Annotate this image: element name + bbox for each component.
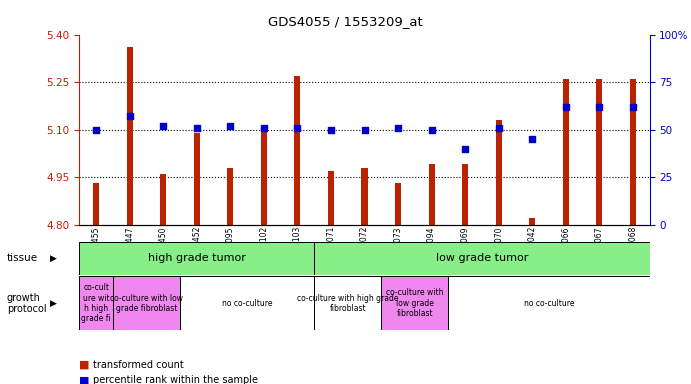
Bar xyxy=(193,133,200,225)
Bar xyxy=(126,47,133,225)
Point xyxy=(325,127,337,133)
Bar xyxy=(79,276,113,330)
Text: growth
protocol: growth protocol xyxy=(7,293,46,314)
Bar xyxy=(495,120,502,225)
Bar xyxy=(227,168,234,225)
Text: ▶: ▶ xyxy=(50,299,57,308)
Bar xyxy=(448,276,650,330)
Text: co-culture with low
grade fibroblast: co-culture with low grade fibroblast xyxy=(110,294,183,313)
Text: transformed count: transformed count xyxy=(93,360,184,370)
Point xyxy=(191,125,202,131)
Point xyxy=(158,123,169,129)
Point xyxy=(292,125,303,131)
Text: ■: ■ xyxy=(79,375,90,384)
Point xyxy=(527,136,538,142)
Text: low grade tumor: low grade tumor xyxy=(436,253,528,263)
Bar xyxy=(160,174,167,225)
Text: no co-culture: no co-culture xyxy=(222,299,272,308)
Point xyxy=(627,104,638,110)
Bar xyxy=(261,130,267,225)
Bar xyxy=(361,168,368,225)
Text: tissue: tissue xyxy=(7,253,38,263)
Text: co-culture with
low grade
fibroblast: co-culture with low grade fibroblast xyxy=(386,288,444,318)
Bar xyxy=(630,79,636,225)
Text: co-cult
ure wit
h high
grade fi: co-cult ure wit h high grade fi xyxy=(82,283,111,323)
Point xyxy=(225,123,236,129)
Text: high grade tumor: high grade tumor xyxy=(148,253,246,263)
Bar xyxy=(294,76,301,225)
Bar xyxy=(113,276,180,330)
Point xyxy=(392,125,404,131)
Point xyxy=(560,104,571,110)
Text: GDS4055 / 1553209_at: GDS4055 / 1553209_at xyxy=(268,15,423,28)
Bar xyxy=(180,276,314,330)
Bar xyxy=(562,79,569,225)
Text: ■: ■ xyxy=(79,360,90,370)
Bar xyxy=(596,79,603,225)
Point xyxy=(258,125,269,131)
Point xyxy=(460,146,471,152)
Text: no co-culture: no co-culture xyxy=(524,299,574,308)
Bar xyxy=(462,164,468,225)
Bar xyxy=(529,218,536,225)
Point xyxy=(91,127,102,133)
Bar xyxy=(314,276,381,330)
Bar xyxy=(428,164,435,225)
Bar xyxy=(314,242,650,275)
Point xyxy=(124,113,135,119)
Bar xyxy=(93,184,100,225)
Text: percentile rank within the sample: percentile rank within the sample xyxy=(93,375,258,384)
Bar xyxy=(381,276,448,330)
Point xyxy=(594,104,605,110)
Point xyxy=(493,125,504,131)
Text: ▶: ▶ xyxy=(50,254,57,263)
Bar xyxy=(395,184,401,225)
Point xyxy=(426,127,437,133)
Text: co-culture with high grade
fibroblast: co-culture with high grade fibroblast xyxy=(297,294,399,313)
Point xyxy=(359,127,370,133)
Bar xyxy=(328,171,334,225)
Bar xyxy=(79,242,314,275)
